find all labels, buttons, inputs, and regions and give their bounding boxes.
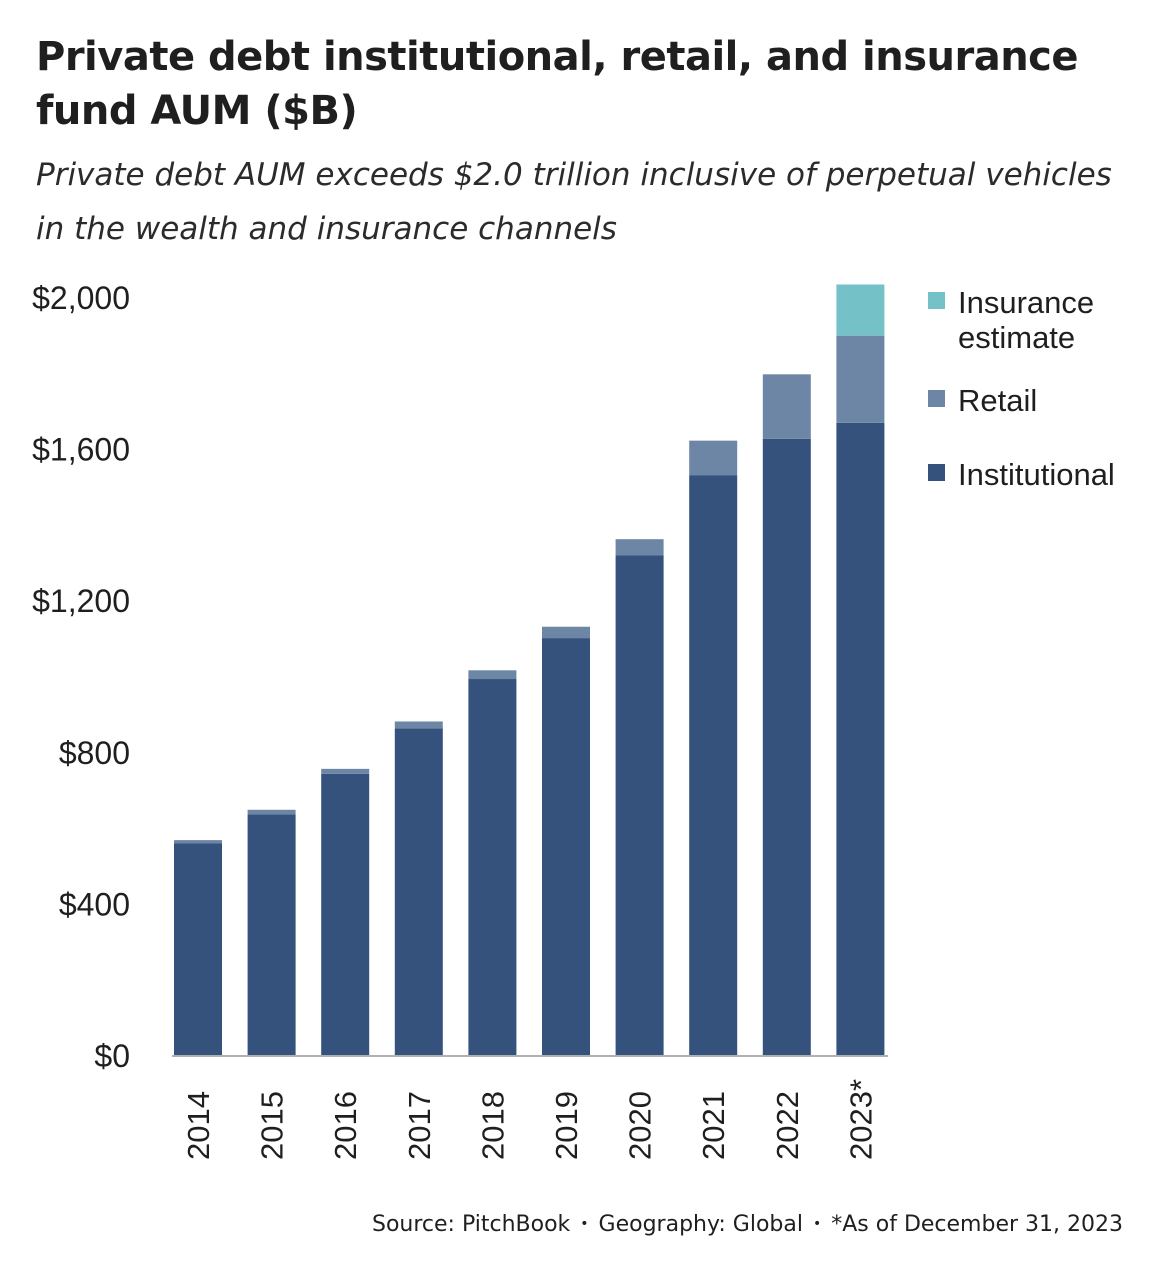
bar-segment-institutional xyxy=(321,773,370,1055)
date-note: *As of December 31, 2023 xyxy=(831,1212,1123,1237)
chart-title: Private debt institutional, retail, and … xyxy=(36,34,1079,134)
y-tick-label: $1,200 xyxy=(32,583,130,619)
legend-swatch-insurance-estimate xyxy=(928,292,945,309)
bar-segment-institutional xyxy=(615,555,664,1055)
geography-label: Geography: Global xyxy=(598,1212,803,1237)
bar-segment-institutional xyxy=(762,438,811,1056)
bar-segment-retail xyxy=(615,539,664,556)
stacked-bar-chart: $0 $400 $800 $1,200 $1,600 $2,000 2014 2015 2016… xyxy=(32,280,1115,1160)
bar-segment-retail xyxy=(542,626,590,639)
bar-segment-retail xyxy=(247,809,296,815)
x-tick-label: 2021 xyxy=(696,1091,731,1160)
bar-segment-institutional xyxy=(174,843,222,1055)
legend-label: estimate xyxy=(958,320,1075,355)
x-tick-label: 2015 xyxy=(255,1091,290,1160)
bar-segment-retail xyxy=(321,768,370,774)
legend-label: Institutional xyxy=(958,457,1115,492)
legend-swatch-retail xyxy=(928,390,945,407)
x-tick-label: 2018 xyxy=(475,1091,510,1160)
source-footer: Source: PitchBook • Geography: Global • *As … xyxy=(372,1212,1123,1237)
chart-subtitle: Private debt AUM exceeds $2.0 trillion i… xyxy=(36,157,1112,247)
bar-segment-institutional xyxy=(542,638,590,1055)
legend-label: Retail xyxy=(958,383,1037,418)
bar-segment-retail xyxy=(836,335,885,423)
y-tick-label: $1,600 xyxy=(32,432,130,468)
x-tick-label: 2014 xyxy=(181,1091,216,1160)
bar-segment-institutional xyxy=(468,679,517,1055)
y-tick-label: $400 xyxy=(59,886,130,922)
bar-segment-institutional xyxy=(836,422,885,1055)
x-tick-label: 2016 xyxy=(328,1091,363,1160)
x-tick-label: 2022 xyxy=(770,1091,805,1160)
x-tick-label: 2017 xyxy=(402,1091,437,1160)
y-tick-label: $2,000 xyxy=(32,280,130,316)
bar-segment-insurance-estimate xyxy=(836,284,885,336)
legend-swatch-institutional xyxy=(928,464,945,481)
x-tick-label: 2019 xyxy=(549,1091,584,1160)
legend-label: Insurance xyxy=(958,285,1094,320)
bar-segment-retail xyxy=(468,670,517,680)
y-tick-label: $800 xyxy=(59,735,130,771)
bar-segment-retail xyxy=(689,440,738,476)
bar-segment-retail xyxy=(762,374,811,439)
bar-segment-institutional xyxy=(394,728,443,1055)
y-tick-label: $0 xyxy=(94,1038,130,1074)
bar-segment-retail xyxy=(394,721,443,729)
bar-segment-institutional xyxy=(247,814,296,1055)
x-tick-label: 2023* xyxy=(843,1079,878,1160)
footer-separator: • xyxy=(580,1216,589,1232)
source-label: Source: PitchBook xyxy=(371,1212,571,1237)
bar-segment-institutional xyxy=(689,475,738,1055)
bar-segment-retail xyxy=(174,840,222,844)
footer-separator: • xyxy=(812,1216,822,1232)
x-tick-label: 2020 xyxy=(623,1091,658,1160)
